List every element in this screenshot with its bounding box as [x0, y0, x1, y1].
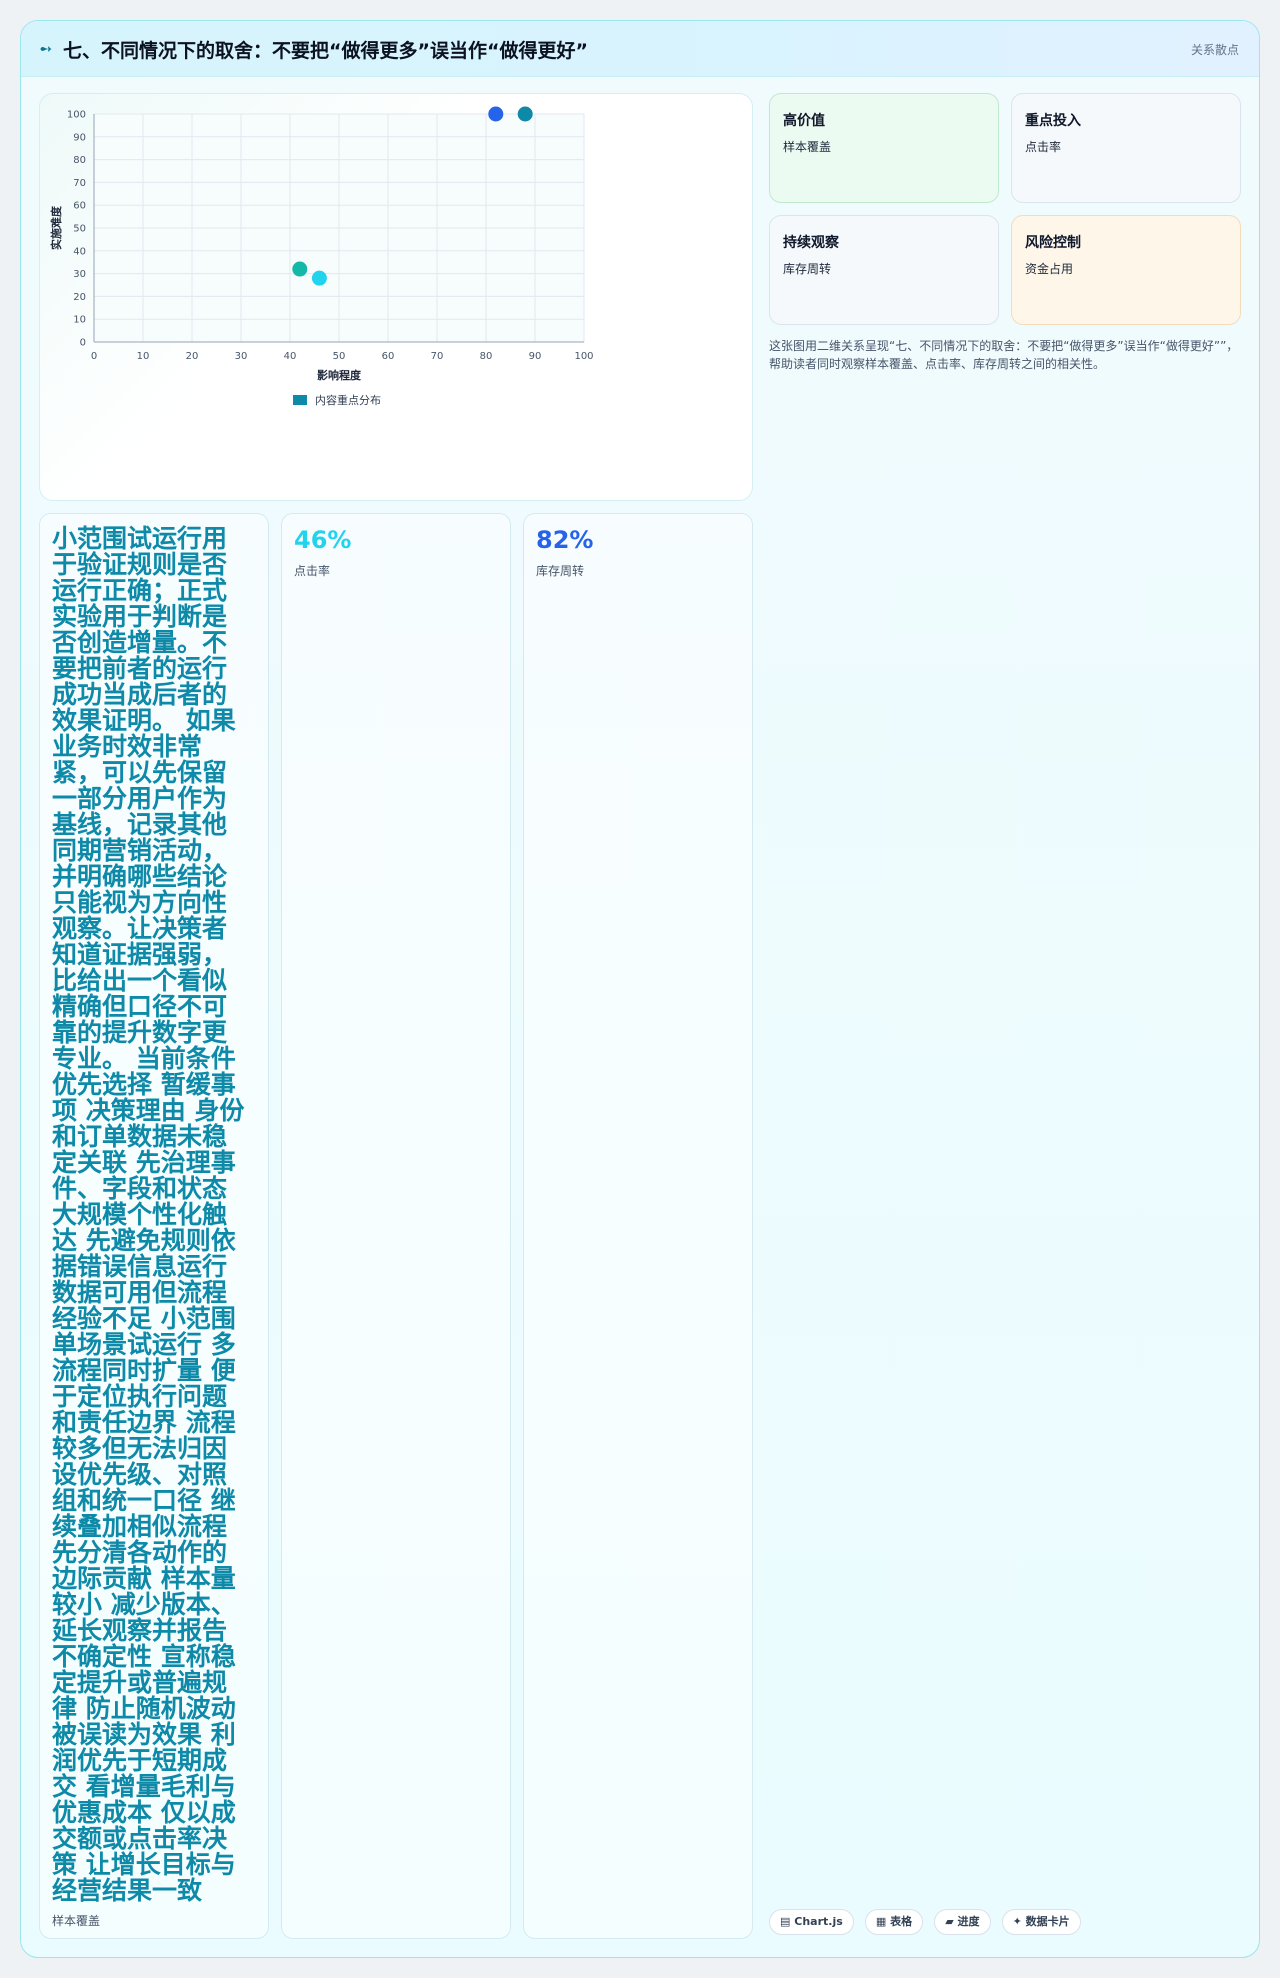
y-tick-label: 30 [73, 269, 86, 280]
y-axis-title: 实施难度 [49, 205, 63, 250]
metric-value: 46% [294, 526, 352, 554]
y-tick-label: 70 [73, 178, 86, 189]
main-panel: ➻ 七、不同情况下的取舍：不要把“做得更多”误当作“做得更好” 关系散点 0 10… [20, 20, 1260, 1958]
y-tick-label: 90 [73, 132, 86, 143]
quadrant-title: 风险控制 [1025, 235, 1081, 251]
chip-table[interactable]: ▦ 表格 [864, 1909, 924, 1935]
table-icon: ▦ [875, 1915, 887, 1928]
progress-icon: ▰ [945, 1915, 954, 1928]
chart-icon: ▤ [780, 1915, 791, 1928]
scatter-chart: 0 10 20 30 40 50 60 70 80 90 100 0 10 20 30 40 50 60 70 80 9… [49, 106, 594, 407]
legend-label: 内容重点分布 [315, 393, 381, 407]
chart-description: 这张图用二维关系呈现“七、不同情况下的取舍：不要把“做得更多”误当作“做得更好”… [769, 339, 1239, 371]
y-tick-label: 60 [73, 201, 86, 212]
y-tick-label: 20 [73, 292, 86, 303]
data-point [517, 106, 533, 122]
x-tick-label: 20 [186, 351, 199, 362]
metric-card-inventory-turnover: 82% 库存周转 [523, 513, 753, 1939]
data-point [311, 270, 327, 286]
x-tick-label: 40 [284, 351, 297, 362]
x-tick-label: 100 [574, 351, 593, 362]
x-tick-label: 70 [431, 351, 444, 362]
data-point [488, 106, 504, 122]
chip-data-card[interactable]: ✦ 数据卡片 [1001, 1909, 1081, 1935]
data-point [292, 261, 308, 277]
scatter-chart-card: 0 10 20 30 40 50 60 70 80 90 100 0 10 20 30 40 50 60 70 80 9… [39, 93, 753, 501]
legend-swatch [293, 395, 307, 405]
quadrant-risk-control: 风险控制 资金占用 [1011, 215, 1241, 325]
chip-chartjs[interactable]: ▤ Chart.js [769, 1909, 854, 1935]
quadrant-metric: 样本覆盖 [783, 140, 832, 154]
x-tick-label: 50 [333, 351, 346, 362]
y-tick-label: 50 [73, 224, 86, 235]
data-card-icon: ✦ [1012, 1915, 1022, 1928]
y-tick-label: 10 [73, 315, 86, 326]
chip-progress[interactable]: ▰ 进度 [934, 1909, 991, 1935]
x-tick-label: 30 [235, 351, 248, 362]
chip-label: 进度 [957, 1915, 980, 1928]
quadrant-metric: 点击率 [1025, 140, 1062, 154]
section-title: 七、不同情况下的取舍：不要把“做得更多”误当作“做得更好” [63, 40, 588, 62]
y-tick-label: 100 [67, 110, 86, 121]
quadrant-title: 持续观察 [783, 235, 839, 251]
x-tick-label: 60 [382, 351, 395, 362]
metric-label: 点击率 [294, 564, 331, 578]
text-card-body: 小范围试运行用于验证规则是否运行正确；正式实验用于判断是否创造增量。不要把前者的… [52, 524, 245, 1905]
sparkle-icon: ➻ [39, 39, 53, 58]
metric-card-click-rate: 46% 点击率 [281, 513, 511, 1939]
text-card: 小范围试运行用于验证规则是否运行正确；正式实验用于判断是否创造增量。不要把前者的… [39, 513, 269, 1939]
y-tick-label: 0 [80, 338, 86, 349]
text-card-footer: 样本覆盖 [52, 1914, 101, 1928]
quadrant-metric: 资金占用 [1025, 262, 1074, 276]
chart-type-tag: 关系散点 [1190, 43, 1239, 57]
chip-label: Chart.js [794, 1915, 843, 1928]
quadrant-high-value: 高价值 样本覆盖 [769, 93, 999, 203]
y-tick-label: 80 [73, 155, 86, 166]
x-tick-label: 0 [91, 351, 97, 362]
x-tick-label: 80 [480, 351, 493, 362]
quadrant-title: 重点投入 [1025, 113, 1081, 129]
quadrant-observe: 持续观察 库存周转 [769, 215, 999, 325]
quadrant-focus-invest: 重点投入 点击率 [1011, 93, 1241, 203]
x-tick-label: 10 [137, 351, 150, 362]
section-header: ➻ 七、不同情况下的取舍：不要把“做得更多”误当作“做得更好” 关系散点 [21, 21, 1259, 77]
quadrant-title: 高价值 [783, 113, 825, 129]
chip-label: 表格 [890, 1915, 913, 1928]
metric-label: 库存周转 [536, 564, 585, 578]
tech-chips: ▤ Chart.js ▦ 表格 ▰ 进度 ✦ 数据卡片 [769, 1909, 1087, 1935]
x-axis-title: 影响程度 [317, 368, 362, 382]
x-tick-label: 90 [529, 351, 542, 362]
quadrant-metric: 库存周转 [783, 262, 832, 276]
chip-label: 数据卡片 [1025, 1915, 1070, 1928]
metric-value: 82% [536, 526, 594, 554]
y-tick-label: 40 [73, 246, 86, 257]
